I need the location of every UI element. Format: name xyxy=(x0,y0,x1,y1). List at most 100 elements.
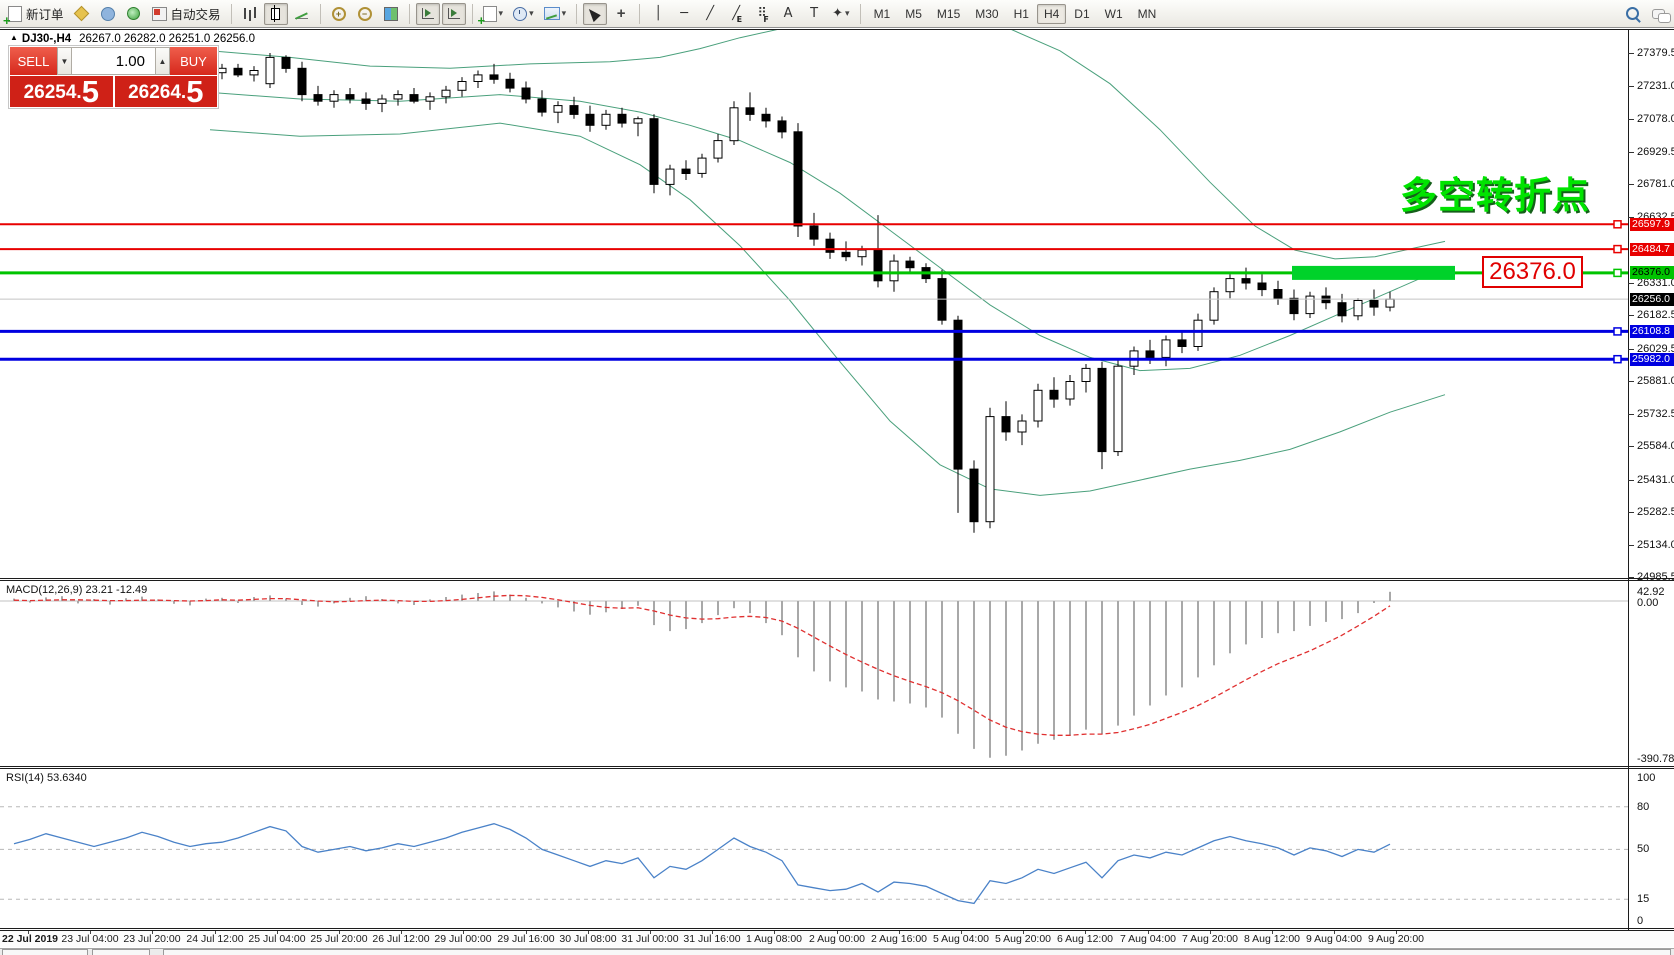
timeframe-m1[interactable]: M1 xyxy=(873,6,891,21)
chart-shift-button[interactable] xyxy=(441,2,466,25)
volume-decrease-button[interactable]: ▼ xyxy=(57,47,72,75)
bear-candle xyxy=(1369,300,1379,308)
date-tick xyxy=(1334,931,1335,934)
panel-separator[interactable] xyxy=(0,580,1674,581)
one-click-trade-panel: SELL ▼ 1.00 ▲ BUY 26254. 5 26264. 5 xyxy=(8,45,219,109)
price-tick-label: 25881.0 xyxy=(1637,375,1674,387)
date-label: 7 Aug 20:00 xyxy=(1181,933,1239,945)
date-tick xyxy=(650,931,651,934)
bar-chart-button[interactable] xyxy=(238,3,262,25)
timeframe-h4[interactable]: H4 xyxy=(1036,3,1067,24)
bull-candle xyxy=(329,94,339,102)
sell-price[interactable]: 26254. 5 xyxy=(10,76,113,107)
macd-panel-svg[interactable] xyxy=(0,581,1674,766)
zoom-out-button[interactable]: − xyxy=(353,3,377,25)
sell-button[interactable]: SELL xyxy=(10,47,57,75)
auto-trading-button[interactable]: 自动交易 xyxy=(148,3,225,25)
bull-candle xyxy=(441,89,451,98)
price-tick-dash xyxy=(1628,119,1634,120)
panel-separator[interactable] xyxy=(0,578,1674,579)
toolbar-separator xyxy=(639,3,641,24)
price-chart-svg[interactable] xyxy=(0,30,1674,578)
crosshair-button[interactable]: + xyxy=(609,3,633,25)
timeframe-w1[interactable]: W1 xyxy=(1104,6,1123,21)
chevron-down-icon: ▾ xyxy=(561,8,567,18)
bear-candle xyxy=(841,251,851,258)
candlestick-chart-button[interactable] xyxy=(263,2,288,25)
trendline-button[interactable]: ╱ xyxy=(698,3,722,25)
green-highlight-zone[interactable] xyxy=(1292,265,1455,280)
zoom-in-button[interactable]: + xyxy=(327,3,351,25)
date-label: 1 Aug 08:00 xyxy=(745,933,803,945)
buy-price[interactable]: 26264. 5 xyxy=(114,76,217,107)
text-tool-button[interactable]: A xyxy=(776,3,800,25)
date-axis[interactable]: 22 Jul 2019 23 Jul 04:00 23 Jul 20:00 24 Ju… xyxy=(0,931,1674,947)
timeframe-m5[interactable]: M5 xyxy=(905,6,922,21)
bull-candle xyxy=(457,81,467,91)
rsi-axis-label: 50 xyxy=(1637,843,1650,855)
label-tool-button[interactable]: T xyxy=(802,3,826,25)
channel-button[interactable]: ╱ E xyxy=(724,3,748,25)
search-button[interactable] xyxy=(1620,3,1644,25)
level-marker-icon[interactable] xyxy=(1613,327,1622,336)
horizontal-line-button[interactable]: ─ xyxy=(672,3,696,25)
toolbar-separator xyxy=(319,3,321,24)
timeframe-mn[interactable]: MN xyxy=(1137,6,1157,21)
fibonacci-button[interactable]: ⠿ F xyxy=(750,3,774,25)
volume-increase-button[interactable]: ▲ xyxy=(155,47,170,75)
date-label: 6 Aug 12:00 xyxy=(1056,933,1114,945)
level-marker-icon[interactable] xyxy=(1613,244,1622,254)
equidistant-channel-icon: ╱ E xyxy=(732,6,743,24)
signals-button[interactable] xyxy=(122,3,146,25)
auto-trading-label: 自动交易 xyxy=(170,8,221,22)
bear-candle xyxy=(969,468,979,523)
vertical-line-icon: │ xyxy=(654,6,663,21)
cursor-button[interactable] xyxy=(583,2,608,25)
profile-button[interactable] xyxy=(96,3,120,25)
bottom-tab[interactable] xyxy=(163,949,1671,955)
price-tick-label: 26182.5 xyxy=(1637,309,1674,321)
date-label: 25 Jul 20:00 xyxy=(310,933,368,945)
bottom-tab[interactable] xyxy=(2,949,88,955)
marker-button[interactable] xyxy=(70,3,94,25)
bear-candle xyxy=(233,67,243,76)
bull-candle xyxy=(425,96,435,102)
line-chart-button[interactable] xyxy=(290,3,314,25)
bull-candle xyxy=(1033,389,1043,422)
date-label: 29 Jul 16:00 xyxy=(497,933,555,945)
bull-candle xyxy=(249,70,259,76)
main-toolbar: + 新订单 自动交易 + − + ▾ ▾ ▾ + │ ─ ╱ ╱ E ⠿ F A xyxy=(0,0,1674,28)
tile-windows-button[interactable] xyxy=(379,3,403,25)
timeframe-d1[interactable]: D1 xyxy=(1074,6,1090,21)
date-label: 22 Jul 2019 xyxy=(1,933,59,945)
panel-separator[interactable] xyxy=(0,768,1674,769)
new-order-button[interactable]: + 新订单 xyxy=(3,3,68,27)
level-marker-icon[interactable] xyxy=(1613,268,1622,278)
volume-input[interactable]: 1.00 xyxy=(72,47,155,75)
timeframe-m30[interactable]: M30 xyxy=(975,6,999,21)
buy-button[interactable]: BUY xyxy=(170,47,217,75)
rsi-panel-svg[interactable] xyxy=(0,769,1674,928)
periods-button[interactable]: ▾ xyxy=(509,3,538,25)
bull-candle xyxy=(633,118,643,124)
turning-point-annotation: 多空转折点 xyxy=(1400,175,1590,216)
indicators-button[interactable]: + ▾ xyxy=(478,3,508,27)
templates-button[interactable]: ▾ xyxy=(540,3,571,25)
bear-candle xyxy=(537,98,547,113)
panel-separator[interactable] xyxy=(0,766,1674,767)
level-marker-icon[interactable] xyxy=(1613,354,1622,364)
community-chat-button[interactable] xyxy=(1646,3,1671,25)
date-label: 23 Jul 04:00 xyxy=(61,933,119,945)
bottom-tab[interactable] xyxy=(92,949,150,955)
date-tick xyxy=(339,931,340,934)
date-label: 7 Aug 04:00 xyxy=(1119,933,1177,945)
price-tick-dash xyxy=(1628,184,1634,185)
level-price-badge: 25982.0 xyxy=(1630,353,1674,366)
shapes-button[interactable]: ✦ ▾ xyxy=(828,3,853,25)
timeframe-m15[interactable]: M15 xyxy=(936,6,961,21)
auto-scroll-button[interactable] xyxy=(415,2,440,25)
bear-candle xyxy=(1097,367,1107,453)
timeframe-h1[interactable]: H1 xyxy=(1013,6,1029,21)
vertical-line-button[interactable]: │ xyxy=(646,3,670,25)
level-marker-icon[interactable] xyxy=(1613,220,1622,229)
